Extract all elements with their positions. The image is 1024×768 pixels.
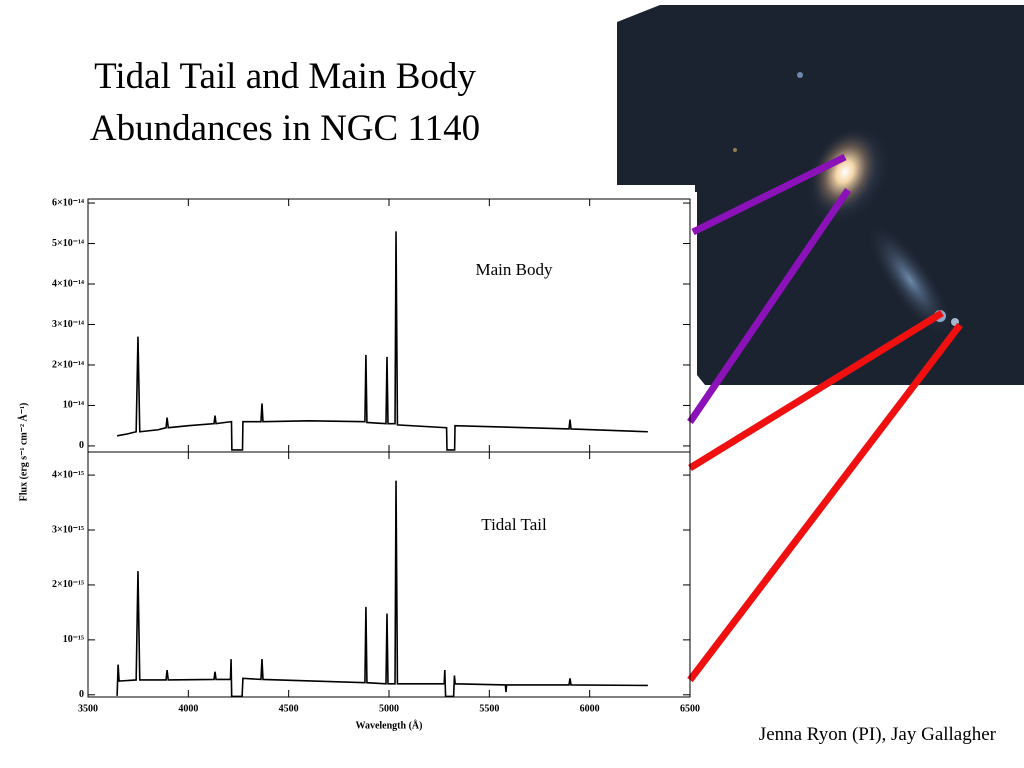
y-tick-label: 2×10⁻¹⁵ — [52, 579, 84, 590]
x-tick-label: 5000 — [379, 703, 399, 714]
slide-title: Tidal Tail and Main Body — [94, 56, 476, 97]
x-tick-label: 6500 — [680, 703, 700, 714]
x-axis-label: Wavelength (Å) — [356, 719, 423, 731]
panel-label: Tidal Tail — [481, 515, 547, 534]
y-tick-label: 3×10⁻¹⁵ — [52, 524, 84, 535]
x-tick-label: 4500 — [279, 703, 299, 714]
y-axis-label: Flux (erg s⁻¹ cm⁻² Å⁻¹) — [17, 403, 29, 502]
y-tick-label: 2×10⁻¹⁴ — [52, 359, 84, 370]
y-tick-label: 4×10⁻¹⁵ — [52, 469, 84, 480]
y-tick-label: 10⁻¹⁵ — [63, 634, 84, 645]
credit: Jenna Ryon (PI), Jay Gallagher — [759, 724, 997, 745]
panel-label: Main Body — [476, 260, 553, 279]
y-tick-label: 10⁻¹⁴ — [63, 400, 84, 411]
spectrum-line — [116, 480, 648, 698]
x-tick-label: 6000 — [580, 703, 600, 714]
y-tick-label: 4×10⁻¹⁴ — [52, 278, 84, 289]
connector-lines — [687, 153, 963, 683]
chart-frame-bg — [15, 185, 695, 745]
x-tick-label: 4000 — [178, 703, 198, 714]
spectrum-line — [116, 231, 648, 451]
x-tick-label: 3500 — [78, 703, 98, 714]
y-tick-label: 3×10⁻¹⁴ — [52, 319, 84, 330]
x-tick-label: 5500 — [479, 703, 499, 714]
y-tick-label: 0 — [79, 689, 84, 700]
y-tick-label: 0 — [79, 440, 84, 451]
galaxy-image — [617, 5, 1024, 385]
y-tick-label: 5×10⁻¹⁴ — [52, 238, 84, 249]
y-tick-label: 6×10⁻¹⁴ — [52, 197, 84, 208]
slide-title: Abundances in NGC 1140 — [90, 108, 480, 149]
